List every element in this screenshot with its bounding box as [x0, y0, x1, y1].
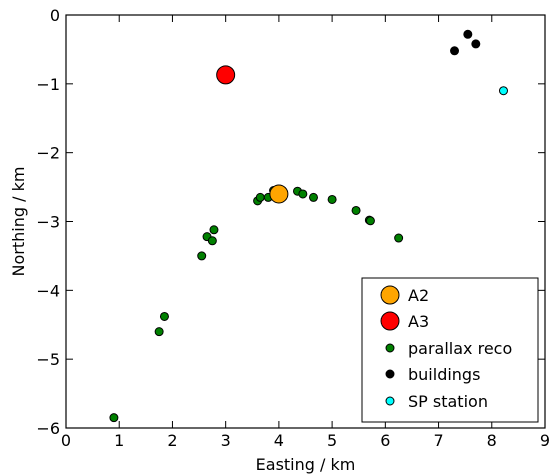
y-tick-label: −3 — [36, 213, 60, 232]
legend-label-buildings: buildings — [408, 365, 480, 384]
y-tick-label: −2 — [36, 144, 60, 163]
point-parallax-reco — [209, 225, 219, 235]
point-a3 — [216, 65, 236, 85]
x-tick-label: 3 — [221, 431, 231, 450]
legend-marker-a3 — [380, 311, 400, 331]
x-tick-label: 7 — [433, 431, 443, 450]
x-tick-label: 5 — [327, 431, 337, 450]
y-tick-label: −4 — [36, 281, 60, 300]
point-sp-station — [498, 86, 508, 96]
y-axis-label: Northing / km — [9, 167, 28, 277]
legend-label-a3: A3 — [408, 312, 429, 331]
point-parallax-reco — [351, 205, 361, 215]
point-parallax-reco — [308, 192, 318, 202]
x-tick-label: 0 — [61, 431, 71, 450]
point-parallax-reco — [298, 189, 308, 199]
point-buildings — [450, 46, 460, 56]
legend-marker-parallax-reco — [385, 343, 395, 353]
legend: A2 A3 parallax reco buildings SP station — [361, 277, 539, 423]
point-parallax-reco — [365, 216, 375, 226]
x-tick-label: 1 — [114, 431, 124, 450]
x-tick-label: 9 — [540, 431, 550, 450]
point-parallax-reco — [327, 194, 337, 204]
y-tick-label: 0 — [50, 6, 60, 25]
legend-label-sp-station: SP station — [408, 392, 488, 411]
point-a2 — [269, 184, 289, 204]
legend-label-a2: A2 — [408, 286, 429, 305]
x-tick-label: 8 — [487, 431, 497, 450]
point-parallax-reco — [197, 251, 207, 261]
point-parallax-reco — [255, 192, 265, 202]
point-buildings — [463, 29, 473, 39]
point-parallax-reco — [159, 311, 169, 321]
x-tick-label: 4 — [274, 431, 284, 450]
x-tick-label: 2 — [167, 431, 177, 450]
point-parallax-reco — [207, 236, 217, 246]
point-buildings — [471, 39, 481, 49]
legend-marker-sp-station — [385, 396, 395, 406]
data-points — [109, 29, 508, 423]
point-parallax-reco — [154, 327, 164, 337]
y-tick-label: −5 — [36, 350, 60, 369]
point-parallax-reco — [394, 233, 404, 243]
axis-tick-labels: 0 1 2 3 4 5 6 7 8 9 0 −1 −2 −3 −4 −5 −6 — [36, 6, 550, 450]
legend-marker-a2 — [380, 285, 400, 305]
axis-ticks — [65, 14, 546, 429]
y-tick-label: −1 — [36, 75, 60, 94]
legend-label-parallax-reco: parallax reco — [408, 339, 512, 358]
y-tick-label: −6 — [36, 419, 60, 438]
legend-marker-buildings — [385, 369, 395, 379]
point-parallax-reco — [109, 413, 119, 423]
x-axis-label: Easting / km — [256, 455, 356, 474]
x-tick-label: 6 — [380, 431, 390, 450]
